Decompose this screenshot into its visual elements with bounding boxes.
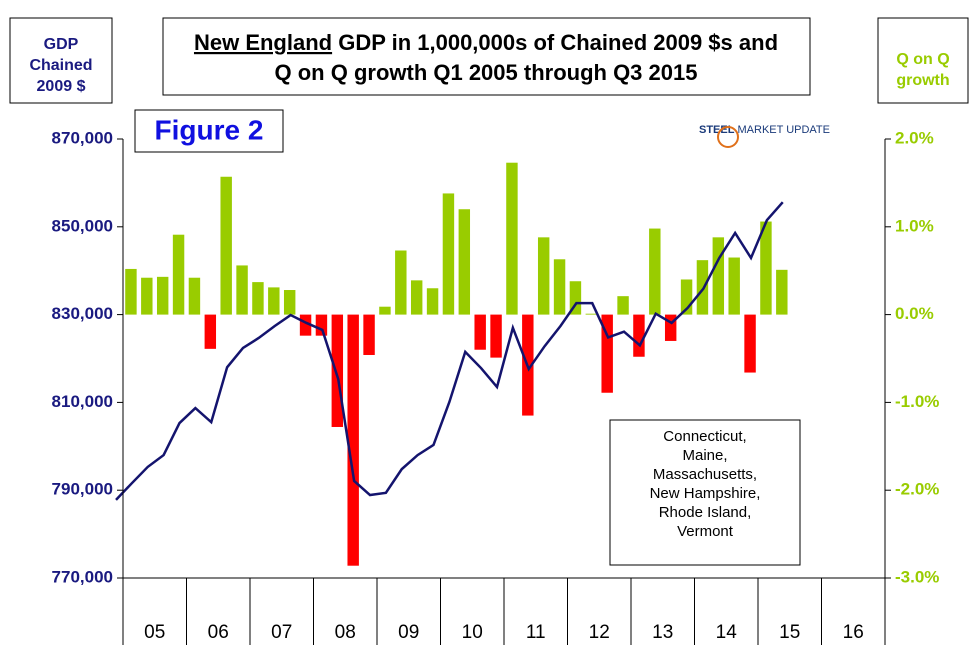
title-box (162, 17, 811, 96)
bar (125, 268, 137, 315)
title-line1: GDP in 1,000,000s of Chained 2009 $s and (332, 30, 778, 55)
bar (664, 314, 677, 341)
x-tick-label: 10 (462, 622, 483, 643)
figure-label: Figure 2 (155, 114, 264, 145)
bar (506, 162, 518, 315)
note-line: Vermont (677, 523, 734, 540)
bar (458, 209, 471, 315)
note-line: New Hampshire, (650, 485, 761, 502)
bar (315, 314, 328, 336)
bar (204, 314, 217, 349)
x-tick-label: 11 (526, 622, 546, 643)
bar (236, 265, 248, 315)
bar (410, 280, 423, 315)
x-tick-label: 12 (589, 622, 610, 643)
y2-axis-label: Q on Q (896, 51, 949, 68)
bar (347, 314, 359, 566)
y2-label-box (877, 17, 969, 104)
note-line: Rhode Island, (659, 504, 752, 521)
bar (569, 281, 582, 315)
chart-subtitle: Q on Q growth Q1 2005 through Q3 2015 (275, 60, 698, 85)
x-tick-label: 13 (652, 622, 673, 643)
y2-axis-label: growth (896, 72, 949, 89)
note-line: Massachusetts, (653, 466, 757, 483)
bar (744, 314, 756, 373)
bar (141, 277, 153, 315)
bar (776, 269, 788, 315)
bar (156, 276, 169, 315)
x-tick-label: 16 (843, 622, 864, 643)
y2-tick-label: 0.0% (895, 304, 934, 323)
note-line: Maine, (682, 447, 727, 464)
bar (283, 290, 296, 315)
logo-rest: MARKET UPDATE (734, 124, 830, 136)
x-tick-label: 09 (398, 622, 419, 643)
bar (760, 221, 772, 315)
line (115, 201, 784, 501)
bar (490, 314, 502, 358)
x-tick-label: 05 (144, 622, 165, 643)
bar (188, 277, 201, 315)
y2-tick-label: 1.0% (895, 216, 934, 235)
bar (363, 314, 375, 355)
y2-tick-label: -2.0% (895, 480, 939, 499)
bar (474, 314, 486, 350)
bar (601, 314, 613, 393)
bar (379, 306, 391, 315)
x-tick-label: 06 (208, 622, 229, 643)
bar (252, 282, 264, 315)
bar (617, 296, 629, 315)
bar (172, 234, 185, 315)
logo-bold: STEEL (699, 124, 735, 136)
y-label-box (9, 17, 113, 104)
chart-title: New England GDP in 1,000,000s of Chained… (194, 30, 778, 55)
y-tick-label: 810,000 (52, 392, 113, 411)
bar (331, 314, 344, 427)
bar (299, 314, 312, 336)
y2-tick-label: -1.0% (895, 392, 939, 411)
bar (696, 260, 709, 315)
bar (426, 288, 439, 315)
y2-tick-label: 2.0% (895, 128, 934, 147)
bar (220, 176, 232, 315)
bar (395, 250, 407, 315)
x-tick-label: 14 (716, 622, 738, 643)
bar (537, 237, 550, 315)
bar (553, 259, 566, 315)
y-tick-label: 870,000 (52, 128, 113, 147)
figure-box (134, 109, 284, 153)
bar (585, 313, 598, 315)
y-axis-label: 2009 $ (37, 78, 86, 95)
y-tick-label: 790,000 (52, 480, 113, 499)
bar (680, 279, 693, 315)
y-tick-label: 830,000 (52, 304, 113, 323)
y2-tick-label: -3.0% (895, 567, 939, 586)
y-axis-label: Chained (29, 57, 92, 74)
bar (633, 314, 645, 357)
bar (442, 193, 455, 315)
note-box (609, 419, 801, 566)
logo-icon (717, 126, 739, 148)
bar (268, 287, 280, 315)
x-tick-label: 15 (779, 622, 800, 643)
bar (728, 257, 740, 315)
note-line: Connecticut, (663, 428, 746, 445)
bar (649, 228, 661, 315)
y-tick-label: 850,000 (52, 216, 113, 235)
y-axis-label: GDP (44, 36, 79, 53)
title-emphasis: New England (194, 30, 332, 55)
bar (712, 237, 725, 315)
y-tick-label: 770,000 (52, 567, 113, 586)
x-tick-label: 07 (271, 622, 292, 643)
x-tick-label: 08 (335, 622, 356, 643)
